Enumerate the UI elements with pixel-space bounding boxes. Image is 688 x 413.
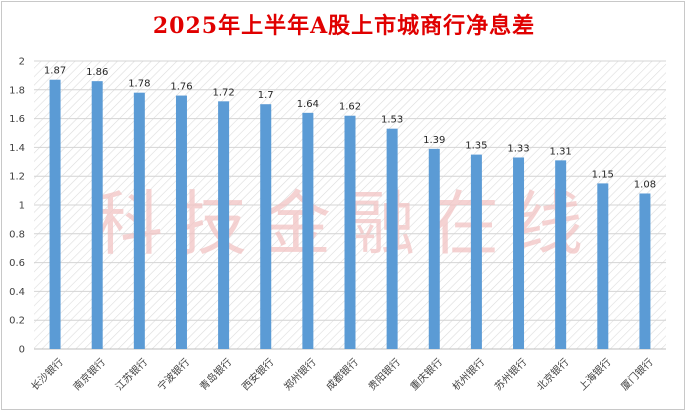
y-tick-label: 1.6	[9, 114, 25, 125]
data-label: 1.78	[128, 79, 150, 90]
y-tick-label: 1.8	[9, 85, 25, 96]
data-label: 1.53	[381, 115, 403, 126]
data-label: 1.31	[550, 146, 572, 157]
y-tick-label: 0.8	[9, 229, 25, 240]
data-label: 1.39	[423, 135, 445, 146]
x-tick-label: 青岛银行	[197, 355, 234, 392]
bar	[133, 92, 145, 350]
bar	[49, 79, 61, 349]
bar	[344, 115, 356, 349]
data-label: 1.35	[465, 141, 487, 152]
bar	[386, 128, 398, 349]
data-label: 1.15	[592, 169, 614, 180]
data-label: 1.33	[507, 143, 529, 154]
y-tick-label: 1	[19, 201, 25, 212]
y-tick-label: 0.4	[9, 287, 25, 298]
x-tick-label: 成都银行	[323, 355, 360, 392]
data-label: 1.72	[212, 87, 234, 98]
x-tick-label: 贵阳银行	[365, 355, 402, 392]
x-tick-label: 宁波银行	[155, 355, 192, 392]
watermark: 科技金融在线	[93, 183, 597, 265]
bar	[175, 95, 187, 349]
y-tick-label: 0.2	[9, 316, 25, 327]
bar	[260, 104, 272, 349]
x-tick-label: 北京银行	[534, 355, 571, 392]
x-tick-label: 厦门银行	[618, 355, 655, 392]
y-tick-label: 0.6	[9, 258, 25, 269]
x-axis: 长沙银行 南京银行 江苏银行 宁波银行 青岛银行 西安银行 郑州银行 成都银行 贵阳银行 重庆银行…	[28, 355, 655, 392]
x-tick-label: 长沙银行	[28, 355, 65, 392]
chart-title: 2025年上半年A股上市城商行净息差	[152, 13, 536, 39]
y-axis: 0 0.2 0.4 0.6 0.8 1 1.2 1.4 1.6 1.8 2	[9, 57, 25, 356]
bar	[302, 112, 314, 349]
bar	[218, 101, 230, 349]
bar	[513, 157, 525, 349]
data-label: 1.87	[44, 66, 66, 77]
x-tick-label: 苏州银行	[492, 355, 529, 392]
data-labels: 1.87 1.86 1.78 1.76 1.72 1.7 1.64 1.62 1.53 1.39 1…	[44, 66, 656, 191]
x-tick-label: 重庆银行	[407, 355, 444, 392]
bar	[470, 154, 482, 349]
x-tick-label: 杭州银行	[450, 355, 487, 392]
y-tick-label: 1.4	[9, 143, 25, 154]
bar	[91, 81, 103, 349]
y-tick-label: 0	[19, 345, 25, 356]
bar	[597, 183, 609, 349]
x-tick-label: 江苏银行	[113, 355, 150, 392]
bars	[49, 79, 651, 350]
y-tick-label: 1.2	[9, 172, 25, 183]
x-tick-label: 郑州银行	[281, 355, 318, 392]
data-label: 1.86	[86, 67, 108, 78]
y-tick-label: 2	[19, 57, 25, 68]
x-tick-label: 西安银行	[239, 355, 276, 392]
x-tick-label: 上海银行	[576, 355, 613, 392]
bar	[428, 148, 440, 349]
data-label: 1.64	[297, 99, 319, 110]
bar	[555, 160, 567, 349]
bar	[639, 193, 651, 349]
data-label: 1.7	[258, 90, 274, 101]
data-label: 1.76	[170, 82, 192, 93]
data-label: 1.08	[634, 179, 656, 190]
data-label: 1.62	[339, 102, 361, 113]
x-tick-label: 南京银行	[70, 355, 107, 392]
